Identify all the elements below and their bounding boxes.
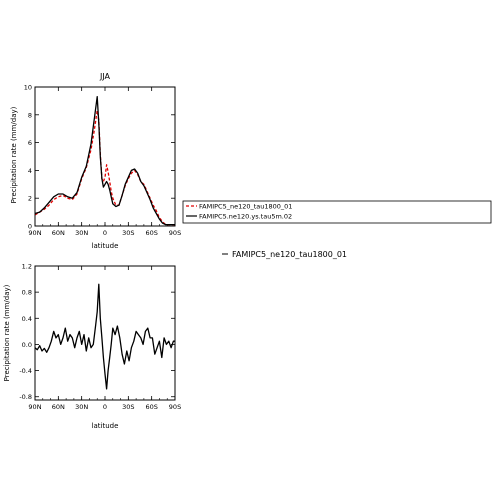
- top-xtick-label: 90N: [28, 229, 41, 237]
- top-ytick-label: 6: [28, 139, 32, 147]
- top-xtick-label: 90S: [169, 229, 181, 237]
- bottom-xtick-label: 60S: [145, 403, 157, 411]
- legend-note: FAMIPC5_ne120_tau1800_01: [222, 250, 347, 259]
- legend-label-1: FAMIPC5.ne120.ys.tau5m.02: [199, 213, 292, 221]
- legend-label-0: FAMIPC5_ne120_tau1800_01: [199, 203, 292, 211]
- bottom-xtick-label: 90S: [169, 403, 181, 411]
- legend-box: [182, 200, 492, 224]
- top-panel: JJA Precipitation rate (mm/day) latitude…: [10, 72, 181, 250]
- legend: FAMIPC5_ne120_tau1800_01 FAMIPC5.ne120.y…: [182, 200, 492, 224]
- bottom-xtick-label: 30S: [122, 403, 134, 411]
- bottom-plot-frame: [34, 265, 176, 401]
- top-xtick-label: 60S: [145, 229, 157, 237]
- top-plot-area: [34, 96, 175, 226]
- bottom-panel: Precipitation rate (mm/day) latitude 90N…: [3, 263, 181, 431]
- bottom-ytick-label: -0.8: [19, 393, 32, 401]
- bottom-xtick-label: 90N: [28, 403, 41, 411]
- bottom-axes: 90N 60N 30N 0 30S 60S 90S -0.8 -0.4 0.0 0.4 0.8 1.2: [19, 263, 181, 412]
- top-ytick-label: 2: [28, 195, 32, 203]
- bottom-ytick-label: 0.8: [22, 289, 32, 297]
- bottom-series-0-line: [34, 283, 175, 390]
- top-xlabel: latitude: [92, 242, 119, 250]
- top-ylabel: Precipitation rate (mm/day): [10, 106, 18, 203]
- bottom-plot-area: [34, 283, 175, 390]
- top-series-0-line: [34, 109, 175, 226]
- bottom-xtick-label: 0: [103, 403, 107, 411]
- top-ytick-label: 0: [28, 223, 32, 231]
- bottom-xlabel: latitude: [92, 422, 119, 430]
- bottom-ytick-label: 1.2: [22, 263, 32, 271]
- bottom-ytick-label: 0.4: [22, 315, 32, 323]
- top-xtick-label: 30S: [122, 229, 134, 237]
- bottom-xtick-label: 30N: [75, 403, 88, 411]
- top-ytick-label: 4: [28, 167, 32, 175]
- top-ytick-label: 8: [28, 111, 32, 119]
- top-axes: 90N 60N 30N 0 30S 60S 90S 0 2 4 6 8 10: [24, 84, 181, 238]
- bottom-ytick-label: 0.0: [22, 341, 32, 349]
- legend-note-label: FAMIPC5_ne120_tau1800_01: [232, 250, 347, 259]
- bottom-ylabel: Precipitation rate (mm/day): [3, 284, 11, 381]
- top-xtick-label: 30N: [75, 229, 88, 237]
- top-plot-frame: [34, 86, 176, 227]
- top-xtick-label: 0: [103, 229, 107, 237]
- top-series-1-line: [34, 96, 175, 226]
- bottom-xtick-label: 60N: [52, 403, 65, 411]
- top-xtick-label: 60N: [52, 229, 65, 237]
- top-panel-title: JJA: [99, 72, 111, 81]
- top-ytick-label: 10: [24, 84, 32, 92]
- bottom-ytick-label: -0.4: [19, 367, 32, 375]
